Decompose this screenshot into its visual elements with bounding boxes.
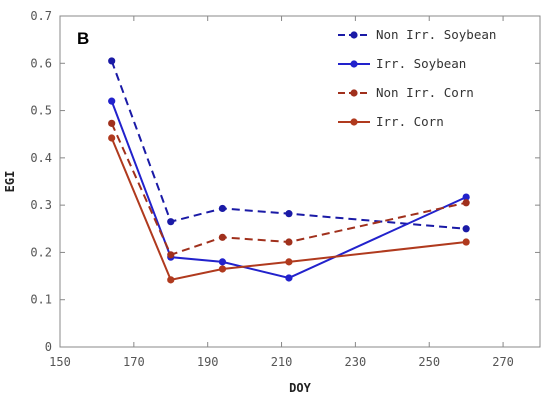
data-point	[218, 265, 227, 273]
y-tick-label: 0.7	[30, 9, 52, 23]
x-tick-label: 270	[492, 355, 514, 369]
data-point	[218, 233, 227, 241]
legend-swatch-marker	[350, 60, 358, 68]
x-tick-label: 250	[418, 355, 440, 369]
legend-label: Irr. Corn	[376, 114, 444, 129]
data-point	[108, 97, 116, 105]
x-axis-label: DOY	[289, 381, 311, 395]
data-point	[462, 238, 470, 246]
x-tick-label: 230	[345, 355, 367, 369]
legend-swatch-marker	[350, 118, 358, 126]
series-irr-corn	[108, 134, 470, 284]
panel-label: B	[77, 29, 89, 48]
data-point	[285, 238, 293, 246]
data-point	[462, 199, 470, 207]
legend-label: Non Irr. Soybean	[376, 27, 496, 42]
data-point	[285, 274, 293, 282]
data-point	[108, 134, 116, 142]
series-layer	[108, 57, 470, 284]
data-point	[108, 57, 116, 65]
y-tick-label: 0	[45, 340, 52, 354]
data-point	[285, 258, 293, 266]
y-axis: 0 0.1 0.2 0.3 0.4 0.5 0.6 0.7	[30, 9, 540, 354]
legend: Non Irr. Soybean Irr. Soybean Non Irr. Cor…	[338, 27, 496, 129]
legend-swatch-marker	[350, 89, 358, 97]
data-point	[167, 251, 175, 259]
legend-item: Non Irr. Corn	[338, 85, 474, 100]
plot-frame	[59, 15, 541, 348]
x-axis: 150 170 190 210 230 250 270	[49, 16, 514, 369]
legend-item: Irr. Soybean	[338, 56, 466, 71]
y-tick-label: 0.5	[30, 104, 52, 118]
y-tick-label: 0.3	[30, 198, 52, 212]
data-point	[218, 258, 227, 266]
y-tick-label: 0.6	[30, 56, 52, 70]
y-axis-label: EGI	[3, 171, 17, 193]
series-non-irr-corn	[108, 119, 470, 259]
legend-item: Non Irr. Soybean	[338, 27, 496, 42]
series-non-irr-soybean	[108, 57, 470, 233]
data-point	[462, 193, 470, 201]
data-point	[218, 204, 227, 213]
legend-label: Non Irr. Corn	[376, 85, 474, 100]
x-tick-label: 210	[271, 355, 293, 369]
x-tick-label: 190	[197, 355, 219, 369]
y-tick-label: 0.4	[30, 151, 52, 165]
data-point	[167, 218, 175, 226]
data-point	[462, 225, 470, 233]
y-tick-label: 0.1	[30, 293, 52, 307]
legend-label: Irr. Soybean	[376, 56, 466, 71]
x-tick-label: 150	[49, 355, 71, 369]
x-tick-label: 170	[123, 355, 145, 369]
data-point	[285, 210, 293, 218]
y-tick-label: 0.2	[30, 245, 52, 259]
legend-swatch-marker	[350, 31, 358, 39]
legend-item: Irr. Corn	[338, 114, 444, 129]
series-irr-soybean	[108, 97, 470, 282]
data-point	[167, 276, 175, 284]
data-point	[108, 119, 116, 127]
series-line	[110, 122, 467, 257]
